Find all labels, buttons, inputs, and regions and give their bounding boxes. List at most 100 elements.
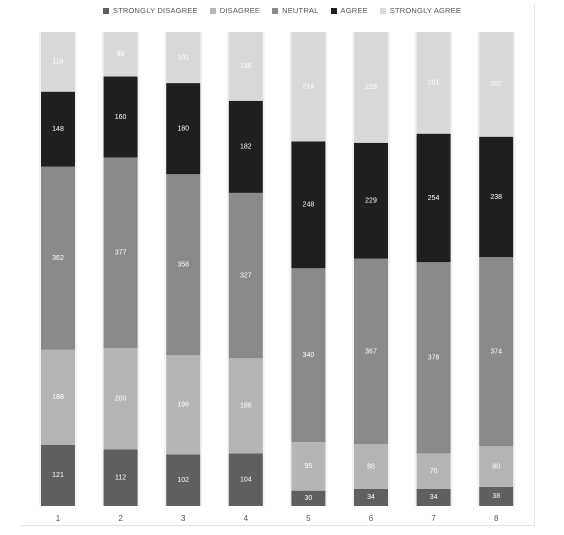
legend-swatch xyxy=(379,7,386,14)
x-tick-label: 7 xyxy=(431,514,436,523)
legend-swatch xyxy=(272,7,279,14)
legend-label: AGREE xyxy=(340,6,368,15)
legend-label: DISAGREE xyxy=(219,6,261,15)
bar-segment-agree-5 xyxy=(291,141,326,269)
data-label: 88 xyxy=(117,51,125,58)
legend: STRONGLY DISAGREE DISAGREE NEUTRAL AGREE STR… xyxy=(0,6,564,15)
data-label: 219 xyxy=(365,84,377,91)
bar-segment-neutral-6 xyxy=(354,258,388,445)
legend-item-strongly-disagree: STRONGLY DISAGREE xyxy=(102,6,198,15)
bar-segment-neutral-7 xyxy=(416,262,451,454)
legend-swatch xyxy=(209,7,216,14)
bar-segment-agree-2 xyxy=(103,76,138,158)
data-label: 201 xyxy=(428,80,440,87)
data-label: 88 xyxy=(367,463,375,470)
legend-label: NEUTRAL xyxy=(282,6,319,15)
data-label: 254 xyxy=(428,195,440,202)
data-label: 136 xyxy=(240,63,252,70)
bar-segment-strongly-agree-1 xyxy=(41,32,75,92)
legend-label: STRONGLY DISAGREE xyxy=(112,6,198,15)
bar-segment-neutral-3 xyxy=(166,174,201,356)
data-label: 80 xyxy=(492,463,500,470)
bar-segment-strongly-agree-2 xyxy=(103,32,138,77)
data-label: 38 xyxy=(492,493,500,500)
data-label: 200 xyxy=(115,396,127,403)
data-label: 104 xyxy=(240,477,252,484)
x-tick-label: 4 xyxy=(244,514,249,523)
bar-segment-neutral-4 xyxy=(228,192,263,359)
data-label: 30 xyxy=(305,495,313,502)
bar-segment-strongly-disagree-8 xyxy=(479,486,514,506)
bar-segment-strongly-agree-3 xyxy=(166,32,201,84)
data-label: 95 xyxy=(305,463,313,470)
data-label: 378 xyxy=(428,355,440,362)
data-label: 112 xyxy=(115,475,126,482)
bar-segment-strongly-agree-4 xyxy=(228,32,263,101)
data-label: 34 xyxy=(430,494,438,501)
bar-segment-disagree-8 xyxy=(479,446,514,487)
x-tick-label: 5 xyxy=(306,514,311,523)
data-label: 101 xyxy=(177,54,189,61)
bar-segment-strongly-disagree-5 xyxy=(291,490,326,506)
bar-segment-agree-7 xyxy=(416,133,451,263)
data-label: 229 xyxy=(365,198,377,205)
bar-segment-disagree-5 xyxy=(291,442,326,491)
data-label: 327 xyxy=(240,272,252,279)
bar-segment-strongly-agree-6 xyxy=(354,32,388,143)
legend-item-agree: AGREE xyxy=(330,6,368,15)
bar-segment-neutral-8 xyxy=(479,257,514,447)
bar-segment-agree-6 xyxy=(354,142,388,259)
data-label: 340 xyxy=(303,352,315,359)
bar-segment-disagree-3 xyxy=(166,355,201,455)
bar-segment-disagree-7 xyxy=(416,453,451,489)
legend-item-neutral: NEUTRAL xyxy=(272,6,318,15)
bar-segment-disagree-1 xyxy=(41,349,75,445)
bar-segment-strongly-disagree-3 xyxy=(166,454,201,506)
bar-segment-agree-8 xyxy=(479,136,514,258)
bar-segment-neutral-1 xyxy=(41,166,75,350)
x-tick-label: 3 xyxy=(181,514,186,523)
data-label: 180 xyxy=(177,125,189,132)
bar-segment-agree-4 xyxy=(228,100,263,193)
data-label: 148 xyxy=(52,126,64,133)
legend-item-strongly-agree: STRONGLY AGREE xyxy=(379,6,462,15)
legend-item-disagree: DISAGREE xyxy=(209,6,261,15)
bar-segment-neutral-5 xyxy=(291,268,326,443)
bar-segment-strongly-disagree-2 xyxy=(103,449,138,506)
data-label: 188 xyxy=(52,394,64,401)
data-label: 160 xyxy=(115,114,127,121)
legend-label: STRONGLY AGREE xyxy=(389,6,462,15)
x-tick-label: 6 xyxy=(369,514,374,523)
x-tick-label: 1 xyxy=(56,514,61,523)
bar-segment-strongly-disagree-6 xyxy=(354,488,388,506)
data-label: 374 xyxy=(490,349,502,356)
bar-segment-neutral-2 xyxy=(103,157,138,349)
bar-segment-agree-1 xyxy=(41,91,75,167)
data-label: 367 xyxy=(365,348,377,355)
data-label: 207 xyxy=(490,81,502,88)
bar-segment-strongly-agree-8 xyxy=(479,32,514,137)
data-label: 248 xyxy=(303,202,315,209)
data-label: 118 xyxy=(52,59,63,66)
bar-segment-disagree-4 xyxy=(228,358,263,454)
legend-swatch xyxy=(330,7,337,14)
data-label: 358 xyxy=(177,262,189,269)
x-tick-label: 2 xyxy=(118,514,123,523)
bar-segment-strongly-disagree-1 xyxy=(41,444,75,506)
data-label: 121 xyxy=(52,472,64,479)
data-label: 70 xyxy=(430,468,438,475)
x-tick-label: 8 xyxy=(494,514,499,523)
bar-segment-strongly-agree-5 xyxy=(291,32,326,142)
data-label: 34 xyxy=(367,494,375,501)
bar-segment-disagree-6 xyxy=(354,444,388,489)
legend-swatch xyxy=(102,7,109,14)
bar-segment-agree-3 xyxy=(166,83,201,175)
data-label: 214 xyxy=(303,84,315,91)
chart-frame xyxy=(21,4,535,526)
data-label: 362 xyxy=(52,255,64,262)
data-label: 196 xyxy=(177,402,189,409)
data-label: 188 xyxy=(240,403,252,410)
bar-segment-strongly-disagree-7 xyxy=(416,488,451,506)
bar-segment-strongly-disagree-4 xyxy=(228,453,263,506)
